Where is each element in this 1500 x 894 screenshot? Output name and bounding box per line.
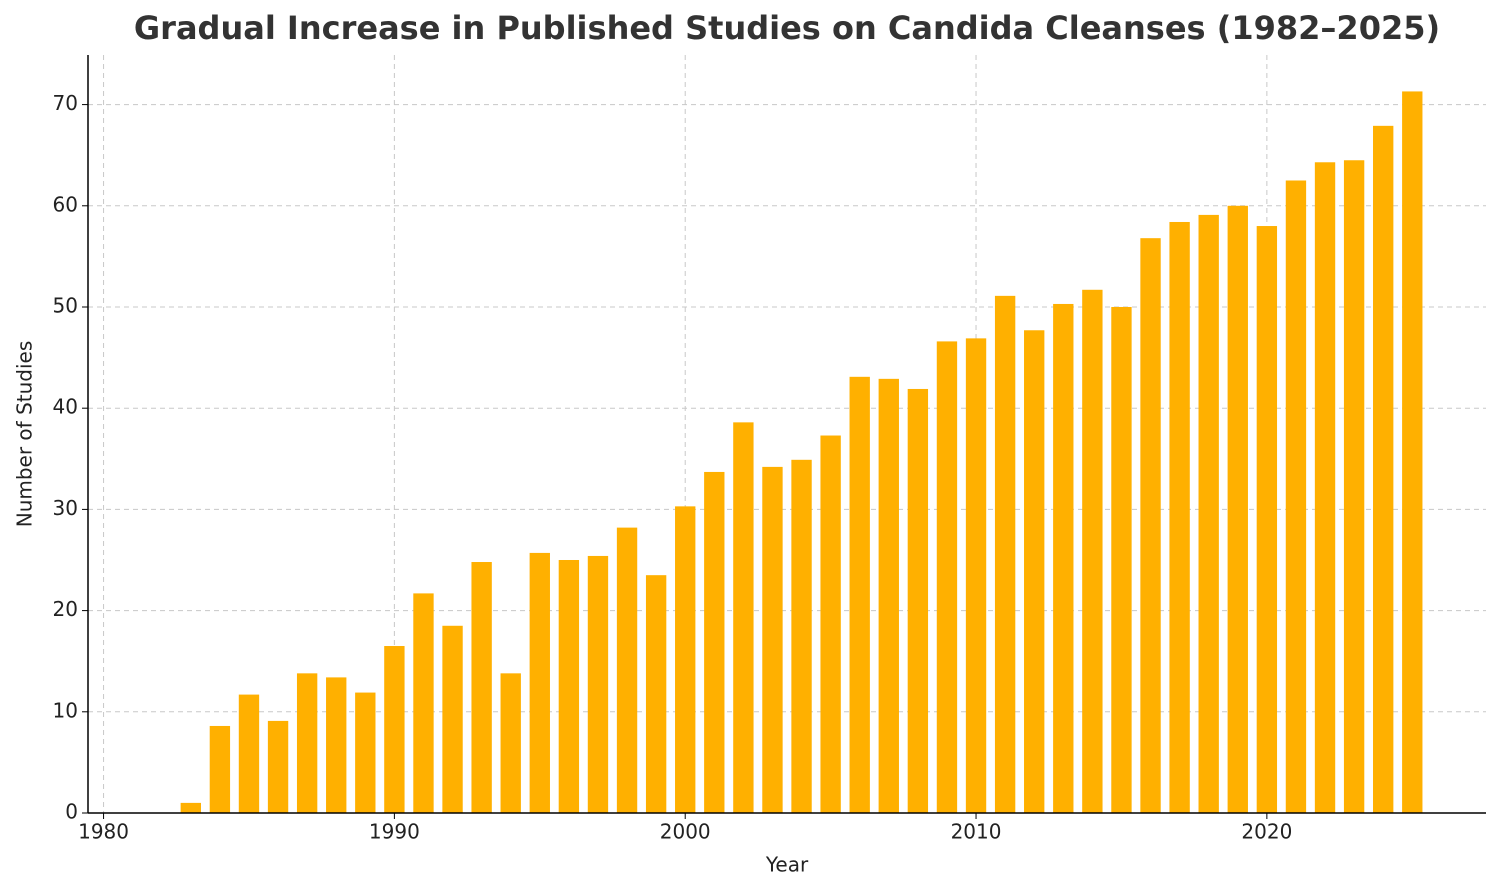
bar [1198, 214, 1219, 813]
y-tick-label: 50 [53, 293, 78, 317]
bar [849, 376, 870, 813]
bar [442, 625, 463, 813]
bar [616, 527, 638, 813]
bar [296, 673, 318, 813]
bar [645, 575, 667, 813]
bar [355, 692, 376, 813]
bar [675, 506, 696, 813]
bar [384, 646, 405, 813]
bar [878, 378, 899, 813]
y-tick-label: 20 [53, 597, 78, 621]
bar [791, 459, 812, 813]
bar [413, 593, 434, 813]
bar [1343, 160, 1365, 814]
bar [326, 677, 347, 813]
bar [180, 802, 201, 813]
y-tick-label: 60 [53, 192, 78, 216]
x-tick-label: 2000 [660, 820, 711, 844]
x-tick-label: 1980 [78, 820, 129, 844]
bar [587, 555, 609, 813]
bar [529, 552, 550, 813]
bar [1082, 289, 1103, 813]
bar [1024, 330, 1045, 813]
bar [820, 435, 841, 813]
bar [238, 694, 260, 813]
bar [1053, 303, 1074, 813]
bar [1373, 125, 1394, 813]
x-tick-label: 1990 [369, 820, 420, 844]
y-tick-label: 0 [65, 800, 78, 824]
bar [1169, 221, 1190, 813]
bar [994, 295, 1016, 813]
bar [1285, 180, 1307, 813]
y-tick-label: 10 [53, 698, 78, 722]
bar [500, 673, 521, 813]
bar [209, 725, 231, 813]
x-tick-label: 2010 [951, 820, 1002, 844]
bar [1111, 306, 1132, 813]
bar [762, 466, 783, 813]
bar [1140, 238, 1161, 813]
y-tick-label: 30 [53, 496, 78, 520]
y-tick-label: 40 [53, 395, 78, 419]
bar [1402, 91, 1423, 814]
x-tick-label: 2020 [1241, 820, 1292, 844]
bar [471, 562, 492, 813]
bar [733, 422, 754, 813]
bar [1256, 226, 1278, 813]
bar [1227, 205, 1248, 813]
bar [907, 388, 929, 813]
bar [558, 559, 580, 813]
y-axis-label: Number of Studies [13, 341, 37, 528]
bar [267, 720, 289, 813]
bar [704, 471, 725, 813]
chart-title: Gradual Increase in Published Studies on… [134, 9, 1440, 47]
bar [965, 338, 987, 813]
bar [936, 341, 958, 813]
bar [1314, 162, 1336, 814]
y-tick-label: 70 [53, 91, 78, 115]
x-axis-label: Year [765, 853, 809, 877]
